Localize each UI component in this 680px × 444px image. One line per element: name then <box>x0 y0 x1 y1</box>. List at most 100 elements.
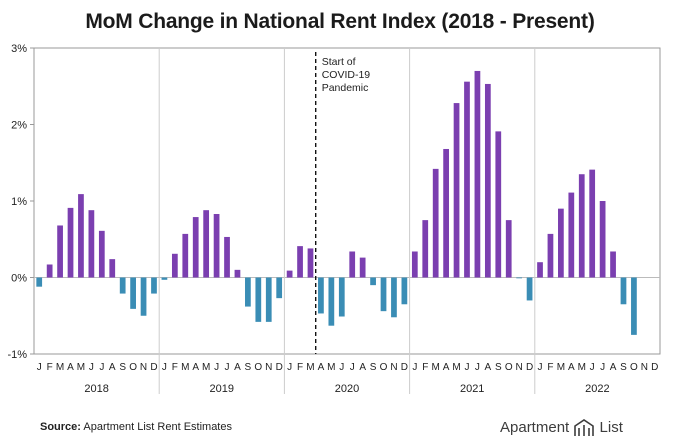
bar <box>255 277 262 322</box>
bar <box>109 259 116 278</box>
month-tick-label: A <box>568 362 575 373</box>
month-tick-label: F <box>547 362 553 373</box>
month-tick-label: S <box>495 362 502 373</box>
bar <box>526 277 533 301</box>
bar <box>318 277 324 314</box>
month-tick-label: O <box>630 362 638 373</box>
annotation-label: Start of <box>322 56 356 68</box>
bar <box>192 217 199 278</box>
bar <box>464 81 470 278</box>
year-label: 2021 <box>460 383 484 395</box>
bar <box>328 277 335 326</box>
bar <box>516 277 523 279</box>
annotation-label: COVID-19 <box>322 69 371 81</box>
month-tick-label: M <box>77 362 85 373</box>
month-tick-label: S <box>370 362 377 373</box>
y-tick-label: 0% <box>11 273 27 285</box>
month-tick-label: O <box>129 362 137 373</box>
year-label: 2020 <box>335 383 359 395</box>
month-tick-label: M <box>327 362 335 373</box>
source-note: Source: Apartment List Rent Estimates <box>40 421 232 433</box>
bar <box>224 236 230 278</box>
bar <box>391 277 397 318</box>
bar <box>370 277 376 286</box>
month-tick-label: J <box>339 362 344 373</box>
annotation-label: Pandemic <box>322 82 369 94</box>
month-tick-label: A <box>318 362 325 373</box>
month-tick-label: N <box>140 362 147 373</box>
bar <box>203 210 210 278</box>
year-label: 2019 <box>210 383 234 395</box>
month-tick-label: N <box>265 362 272 373</box>
bar <box>568 192 575 278</box>
month-tick-label: S <box>119 362 126 373</box>
month-tick-label: O <box>254 362 262 373</box>
y-tick-label: 1% <box>11 196 27 208</box>
month-tick-label: N <box>516 362 523 373</box>
month-tick-label: M <box>578 362 586 373</box>
bar <box>98 230 105 278</box>
bar <box>401 277 408 305</box>
logo-name-b: List <box>599 418 623 436</box>
month-tick-label: M <box>181 362 189 373</box>
bar <box>474 70 481 278</box>
brand-logo: Apartment List <box>500 418 623 438</box>
month-tick-label: J <box>99 362 104 373</box>
month-tick-label: S <box>620 362 627 373</box>
bar <box>46 264 53 278</box>
month-tick-label: J <box>538 362 543 373</box>
month-tick-label: N <box>390 362 397 373</box>
month-tick-label: J <box>37 362 42 373</box>
bar <box>245 277 251 307</box>
bar <box>349 251 356 278</box>
bar <box>338 277 345 317</box>
bar <box>297 246 303 278</box>
bar <box>171 253 178 278</box>
month-tick-label: A <box>359 362 366 373</box>
month-tick-label: M <box>557 362 565 373</box>
month-tick-label: F <box>297 362 303 373</box>
month-tick-label: A <box>443 362 450 373</box>
month-tick-label: D <box>651 362 658 373</box>
month-tick-label: J <box>600 362 605 373</box>
bar <box>495 131 502 278</box>
bar <box>578 174 585 278</box>
month-tick-label: F <box>47 362 53 373</box>
bar <box>36 277 43 287</box>
month-tick-label: A <box>234 362 241 373</box>
axis-layer <box>30 47 661 394</box>
month-tick-label: S <box>245 362 252 373</box>
bar <box>57 225 63 278</box>
y-tick-label: -1% <box>7 349 27 361</box>
bar <box>67 207 74 278</box>
month-tick-label: O <box>505 362 513 373</box>
month-tick-label: A <box>192 362 199 373</box>
y-tick-label: 2% <box>11 120 27 132</box>
bar <box>620 277 627 305</box>
bar <box>505 220 512 278</box>
year-label: 2018 <box>84 383 108 395</box>
bar <box>380 277 387 312</box>
logo-name-a: Apartment <box>500 418 570 436</box>
month-tick-label: J <box>412 362 417 373</box>
month-tick-label: J <box>590 362 595 373</box>
month-tick-label: J <box>350 362 355 373</box>
month-tick-label: F <box>172 362 178 373</box>
month-tick-label: A <box>485 362 492 373</box>
month-tick-label: J <box>287 362 292 373</box>
bar <box>119 277 126 294</box>
month-tick-label: A <box>67 362 74 373</box>
bar <box>161 277 168 280</box>
y-tick-label: 3% <box>11 43 27 55</box>
bar <box>411 251 418 278</box>
year-label: 2022 <box>585 383 609 395</box>
chart-title: MoM Change in National Rent Index (2018 … <box>85 10 595 33</box>
month-tick-label: M <box>306 362 314 373</box>
bar <box>599 201 606 278</box>
bar-layer <box>36 70 637 335</box>
bar <box>432 168 439 278</box>
bar <box>213 214 220 278</box>
month-tick-label: M <box>202 362 210 373</box>
bar <box>453 103 460 278</box>
month-tick-label: D <box>401 362 408 373</box>
